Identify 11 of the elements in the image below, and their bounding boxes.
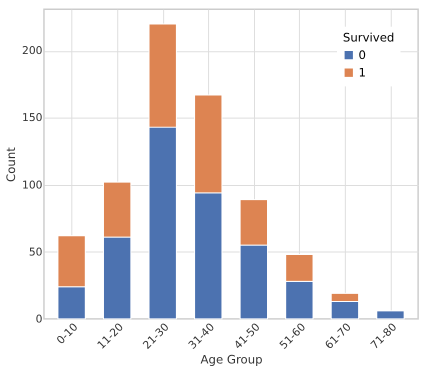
y-tick-label: 200: [22, 44, 43, 58]
y-tick-label: 0: [36, 312, 43, 326]
x-axis-title: Age Group: [200, 352, 263, 367]
y-axis-title: Count: [4, 146, 18, 182]
y-tick-label: 100: [22, 178, 43, 192]
legend-label: 0: [358, 48, 366, 62]
y-tick-label: 50: [28, 245, 43, 258]
legend-label: 1: [358, 66, 366, 80]
y-tick-label: 150: [22, 111, 43, 124]
legend-title: Survived: [342, 30, 394, 44]
bar: [376, 310, 405, 320]
